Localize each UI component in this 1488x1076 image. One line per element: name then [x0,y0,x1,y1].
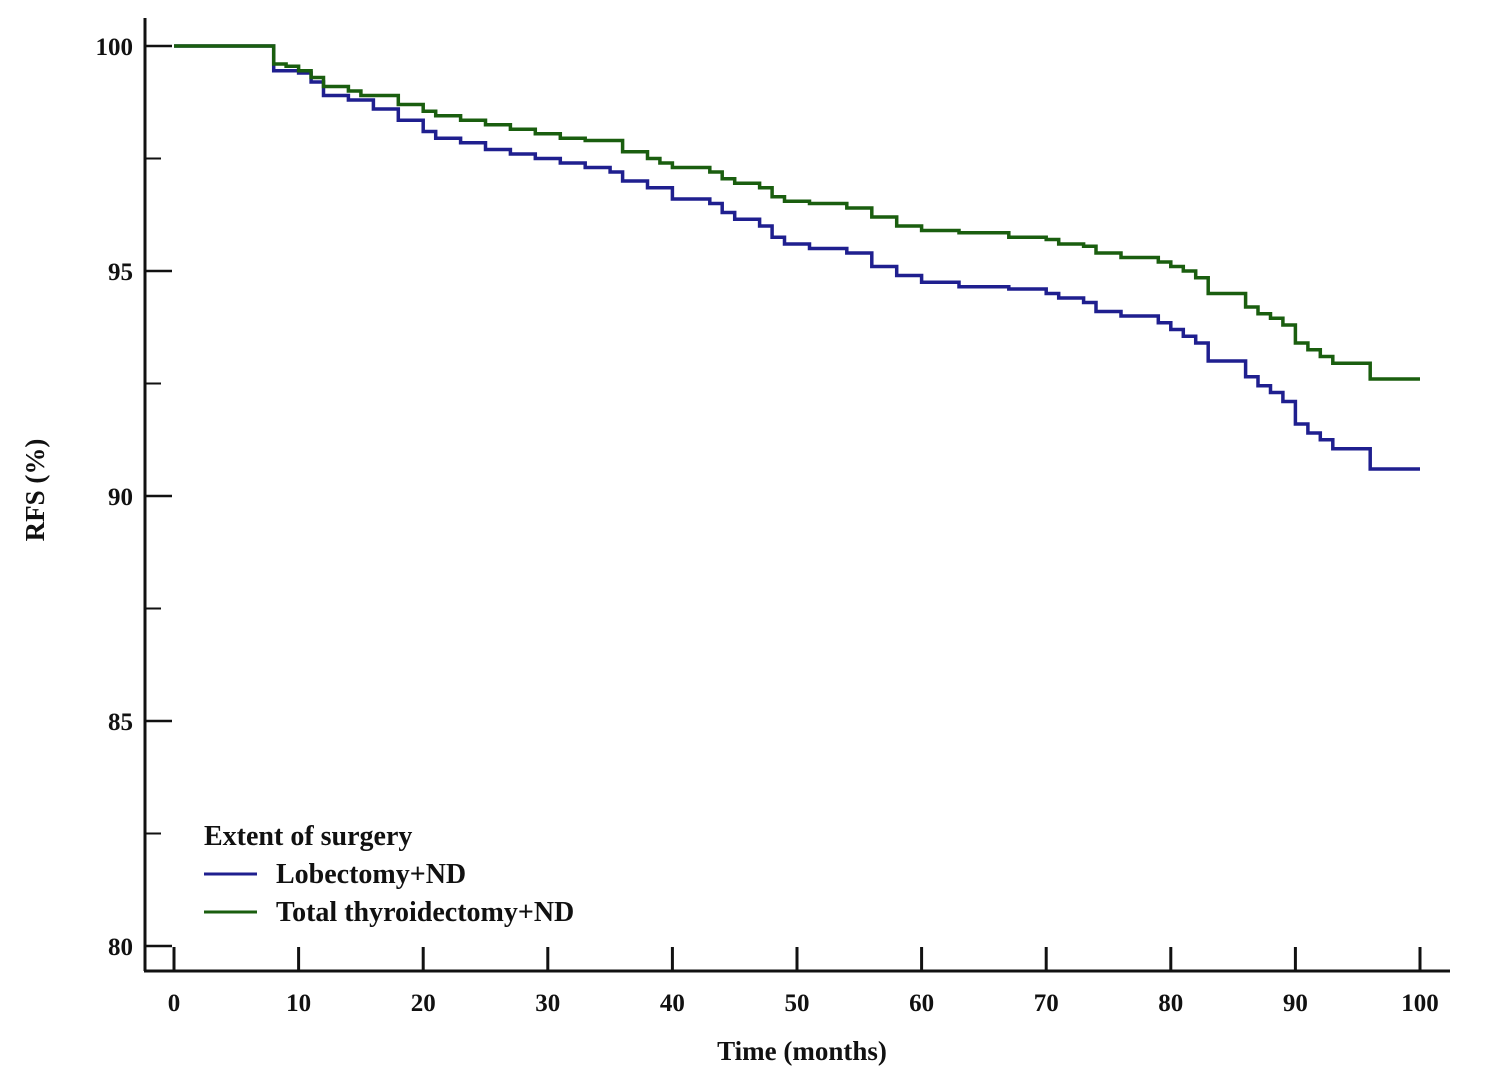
legend: Extent of surgery Lobectomy+ND Total thy… [204,821,574,928]
x-tick-label: 70 [1034,990,1059,1017]
y-tick-label: 100 [96,34,134,61]
y-axis-title: RFS (%) [20,439,50,542]
x-tick-label: 10 [286,990,311,1017]
x-tick-label: 50 [785,990,810,1017]
x-tick-label: 40 [660,990,685,1017]
x-tick-label: 90 [1283,990,1308,1017]
legend-label-total-thyroidectomy: Total thyroidectomy+ND [276,897,574,928]
y-tick-label: 90 [108,484,133,511]
y-tick-label: 95 [108,259,133,286]
x-tick-label: 30 [535,990,560,1017]
x-tick-label: 100 [1401,990,1439,1017]
series-line-total-thyroidectomy [174,44,1420,381]
series-lines [174,44,1420,471]
legend-label-lobectomy: Lobectomy+ND [276,859,466,890]
x-axis-title: Time (months) [717,1036,887,1066]
x-tick-label: 20 [411,990,436,1017]
x-tick-label: 60 [909,990,934,1017]
y-tick-label: 80 [108,934,133,961]
ticks: 0 10 20 30 40 50 60 70 80 90 100 80 85 90 95 100 [96,34,1439,1017]
y-tick-label: 85 [108,709,133,736]
x-tick-label: 0 [168,990,181,1017]
series-line-lobectomy [174,44,1420,471]
x-tick-label: 80 [1158,990,1183,1017]
legend-title: Extent of surgery [204,821,412,852]
